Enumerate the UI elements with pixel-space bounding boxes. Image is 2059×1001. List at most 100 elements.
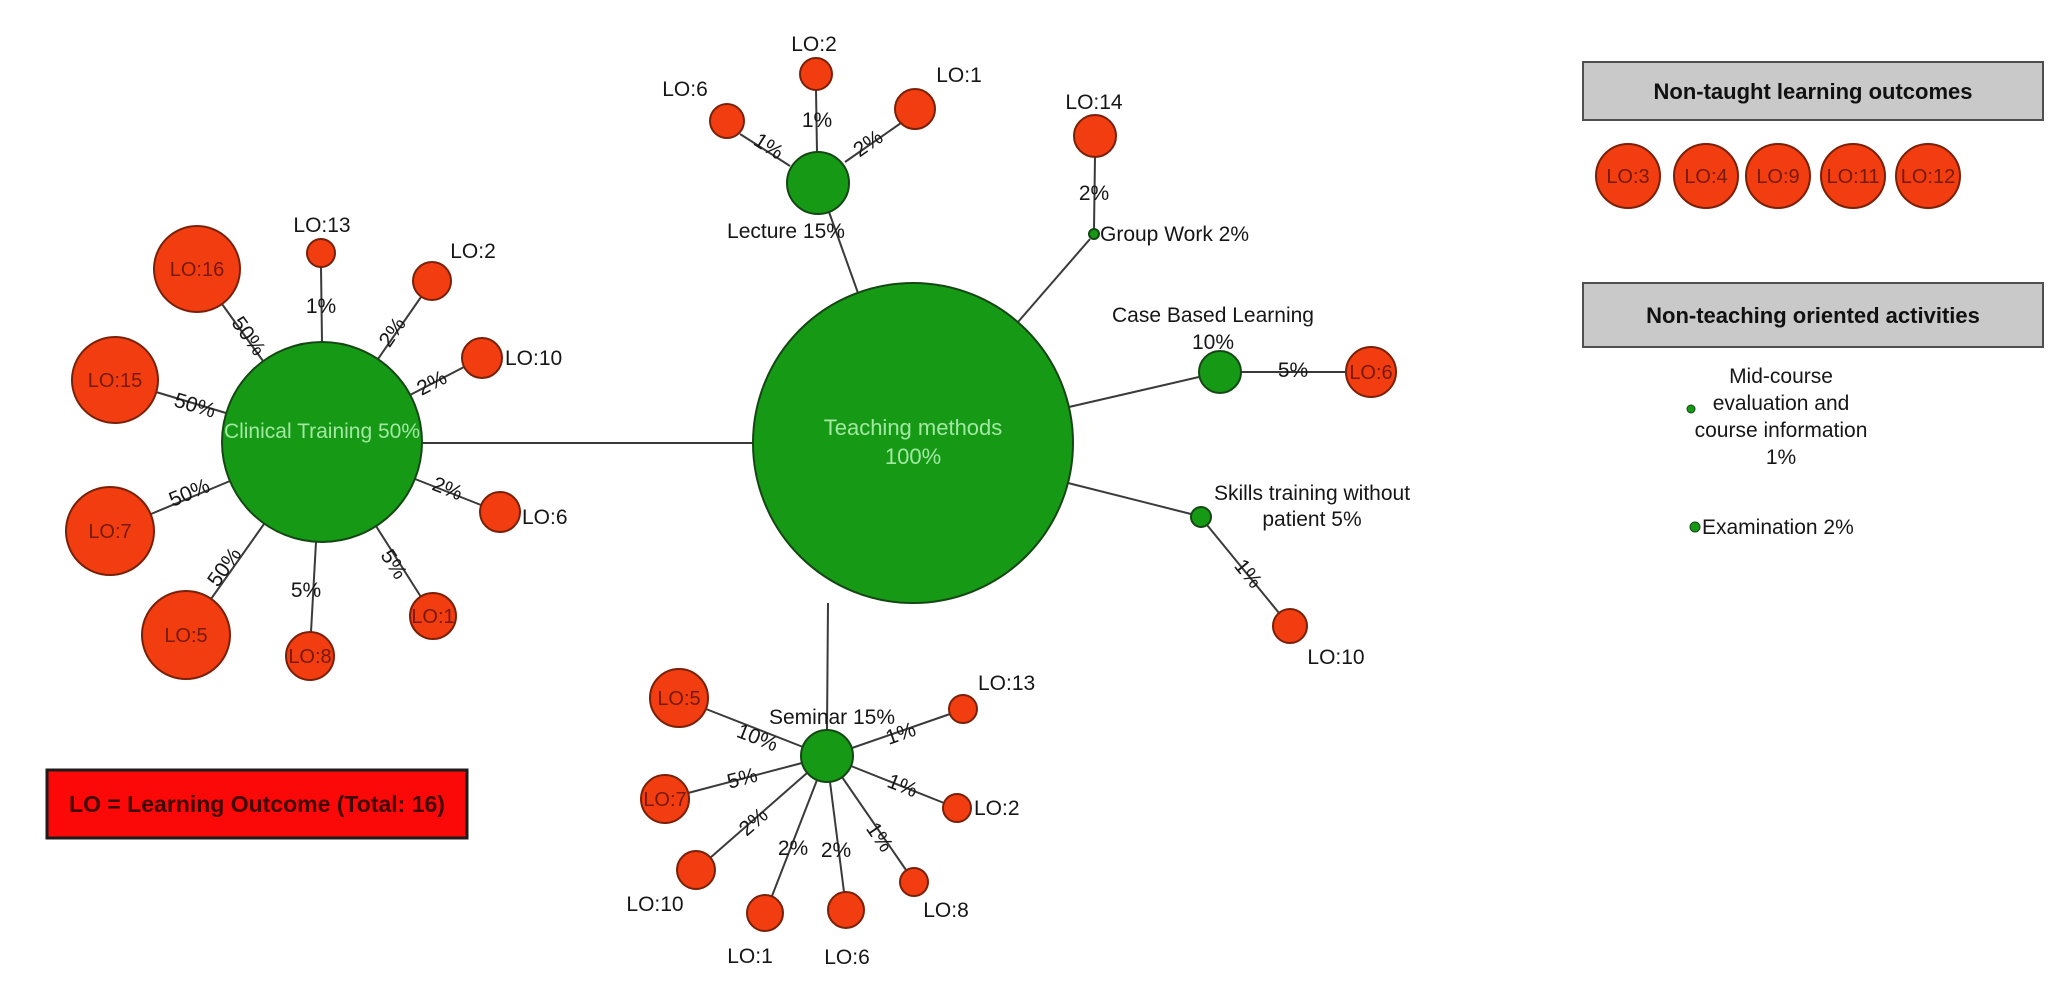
node-label-seminar-lo2: LO:2 xyxy=(974,797,1020,820)
edge-clinical-lo8 xyxy=(310,541,317,633)
edge-clinical-lo15 xyxy=(155,391,227,414)
node-lecture-lo2 xyxy=(799,57,833,91)
node-clinical-lo6 xyxy=(479,491,521,533)
node-label-case-based-learning: 10% xyxy=(1192,331,1234,354)
node-label-seminar-lo6: LO:6 xyxy=(824,946,870,969)
node-seminar xyxy=(800,729,854,783)
node-label-lecture: Lecture 15% xyxy=(727,220,845,243)
node-label-clinical-lo13: LO:13 xyxy=(293,214,350,237)
legend-outcome-lo-11 xyxy=(1820,143,1886,209)
edge-teaching-groupwork xyxy=(1017,238,1091,323)
node-clinical-lo7 xyxy=(65,486,155,576)
node-label-skills-training: Skills training without xyxy=(1214,482,1410,505)
panel-title-non-taught: Non-taught learning outcomes xyxy=(1654,79,1973,104)
activity-label-mid-course-evaluation: Mid-course xyxy=(1729,365,1833,388)
legend-outcome-label: LO:11 xyxy=(1827,166,1880,188)
node-label-seminar: Seminar 15% xyxy=(769,706,895,729)
node-cbl-lo6 xyxy=(1345,346,1397,398)
edge-label-clinical-lo8: 5% xyxy=(291,579,321,602)
node-seminar-lo7 xyxy=(640,774,690,824)
node-label-clinical-lo16: LO:16 xyxy=(170,259,224,281)
node-label-lecture-lo1: LO:1 xyxy=(936,64,982,87)
edge-seminar-lo13 xyxy=(851,713,951,749)
node-label-clinical-lo8: LO:8 xyxy=(288,646,331,668)
activity-label-mid-course-evaluation: 1% xyxy=(1766,446,1796,469)
node-skills-lo10 xyxy=(1272,608,1308,644)
edge-seminar-lo10 xyxy=(709,772,808,859)
lo-legend-text: LO = Learning Outcome (Total: 16) xyxy=(69,791,445,817)
edge-label-lo14-groupwork: 2% xyxy=(1079,182,1109,205)
node-case-based-learning xyxy=(1198,350,1242,394)
edge-label-cbl-lo6: 5% xyxy=(1278,359,1308,382)
node-label-teaching-methods: Teaching methods xyxy=(824,415,1003,440)
edge-clinical-lo10 xyxy=(409,366,465,396)
edge-lo14-groupwork xyxy=(1093,156,1096,230)
legend-outcome-lo-4 xyxy=(1673,143,1739,209)
legend-outcome-lo-9 xyxy=(1745,143,1811,209)
node-clinical-lo15 xyxy=(71,336,159,424)
node-clinical-lo10 xyxy=(461,337,503,379)
node-clinical-lo5 xyxy=(141,590,231,680)
edge-seminar-lo5 xyxy=(705,708,804,748)
node-label-seminar-lo8: LO:8 xyxy=(923,899,969,922)
node-label-group-work: Group Work 2% xyxy=(1100,223,1249,246)
node-clinical-lo13 xyxy=(306,238,336,268)
legend-outcome-label: LO:3 xyxy=(1606,166,1649,188)
node-teaching-methods xyxy=(752,282,1074,604)
node-skills-training xyxy=(1190,506,1212,528)
activity-label-examination: Examination 2% xyxy=(1702,516,1854,539)
edge-clinical-lo13 xyxy=(320,266,323,343)
edge-lecture-lo2 xyxy=(815,89,818,153)
edge-teaching-lecture xyxy=(828,211,859,294)
node-label-clinical-lo7: LO:7 xyxy=(88,521,131,543)
node-label-seminar-lo1: LO:1 xyxy=(727,945,773,968)
legend-outcome-label: LO:12 xyxy=(1901,166,1955,188)
node-clinical-lo16 xyxy=(153,225,241,313)
node-label-clinical-lo1: LO:1 xyxy=(411,606,454,628)
activity-dot-examination xyxy=(1689,521,1701,533)
legend-outcome-lo-3 xyxy=(1595,143,1661,209)
node-clinical-lo8 xyxy=(285,631,335,681)
edge-label-seminar-lo6: 2% xyxy=(821,839,851,862)
edge-clinical-lo16 xyxy=(221,303,264,362)
node-label-seminar-lo5: LO:5 xyxy=(657,688,700,710)
node-label-clinical-lo2: LO:2 xyxy=(450,240,496,263)
edge-clinical-lo5 xyxy=(210,523,265,600)
edge-seminar-lo7 xyxy=(687,762,803,794)
node-seminar-lo1 xyxy=(746,894,784,932)
legend-outcome-label: LO:9 xyxy=(1756,166,1799,188)
node-clinical-lo1 xyxy=(409,592,457,640)
edge-lecture-lo1 xyxy=(844,122,902,163)
node-label-seminar-lo7: LO:7 xyxy=(643,789,686,811)
edge-seminar-lo6 xyxy=(829,781,845,893)
edge-teaching-cbl xyxy=(1068,376,1200,408)
edge-clinical-lo1 xyxy=(375,525,422,598)
panel-non-taught xyxy=(1582,61,2044,121)
node-clinical-training xyxy=(221,341,423,543)
panel-title-non-teaching: Non-teaching oriented activities xyxy=(1646,303,1980,328)
node-label-lecture-lo2: LO:2 xyxy=(791,33,837,56)
node-clinical-lo2 xyxy=(412,261,452,301)
node-seminar-lo8 xyxy=(899,867,929,897)
node-label-clinical-training: Clinical Training 50% xyxy=(224,420,420,443)
node-lecture-lo1 xyxy=(894,88,936,130)
node-label-lecture-lo6: LO:6 xyxy=(662,78,708,101)
legend-outcome-label: LO:4 xyxy=(1684,166,1727,188)
node-lecture-lo6 xyxy=(709,103,745,139)
node-label-clinical-lo5: LO:5 xyxy=(164,625,207,647)
activity-dot-mid-course-evaluation xyxy=(1686,404,1696,414)
node-label-teaching-methods: 100% xyxy=(885,444,941,469)
node-group-work xyxy=(1088,228,1100,240)
node-label-clinical-lo6: LO:6 xyxy=(522,506,568,529)
node-label-seminar-lo13: LO:13 xyxy=(978,672,1035,695)
node-label-skills-training: patient 5% xyxy=(1262,508,1361,531)
node-label-clinical-lo15: LO:15 xyxy=(88,370,142,392)
node-seminar-lo13 xyxy=(948,694,978,724)
edge-clinical-lo2 xyxy=(377,296,422,360)
edge-clinical-lo7 xyxy=(150,480,231,515)
node-seminar-lo5 xyxy=(649,668,709,728)
edge-lecture-lo6 xyxy=(739,133,791,167)
activity-label-mid-course-evaluation: evaluation and xyxy=(1713,392,1850,415)
